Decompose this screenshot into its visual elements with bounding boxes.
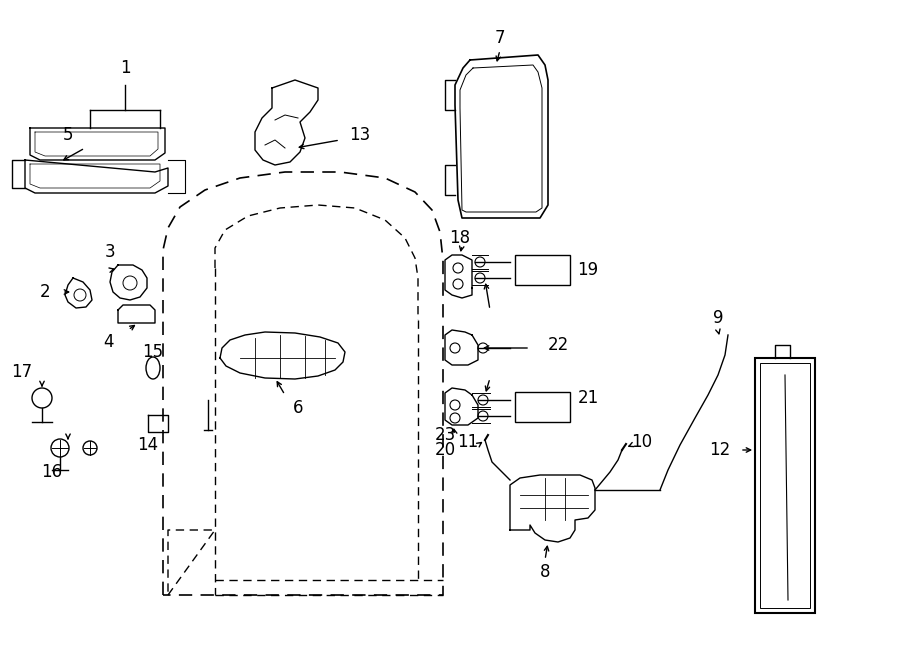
Text: 16: 16 bbox=[41, 463, 63, 481]
Text: 17: 17 bbox=[12, 363, 32, 381]
Text: 9: 9 bbox=[713, 309, 724, 327]
Text: 15: 15 bbox=[142, 343, 164, 361]
Bar bbox=[515, 255, 570, 285]
Text: 14: 14 bbox=[138, 436, 158, 454]
Text: 3: 3 bbox=[104, 243, 115, 261]
Text: 5: 5 bbox=[63, 126, 73, 144]
Text: 8: 8 bbox=[540, 563, 550, 581]
Text: 2: 2 bbox=[40, 283, 50, 301]
Bar bbox=[755, 358, 815, 613]
Text: 11: 11 bbox=[457, 433, 479, 451]
Text: 20: 20 bbox=[435, 441, 455, 459]
Text: 22: 22 bbox=[547, 336, 569, 354]
Bar bbox=[760, 363, 810, 608]
Text: 18: 18 bbox=[449, 229, 471, 247]
Text: 6: 6 bbox=[292, 399, 303, 417]
Text: 10: 10 bbox=[632, 433, 652, 451]
Text: 21: 21 bbox=[578, 389, 599, 407]
Text: 23: 23 bbox=[435, 426, 455, 444]
Text: 13: 13 bbox=[349, 126, 371, 144]
Text: 4: 4 bbox=[103, 333, 113, 351]
Text: 7: 7 bbox=[495, 29, 505, 47]
Text: 1: 1 bbox=[120, 59, 130, 77]
Text: 19: 19 bbox=[578, 261, 599, 279]
Bar bbox=[515, 392, 570, 422]
Text: 12: 12 bbox=[709, 441, 731, 459]
